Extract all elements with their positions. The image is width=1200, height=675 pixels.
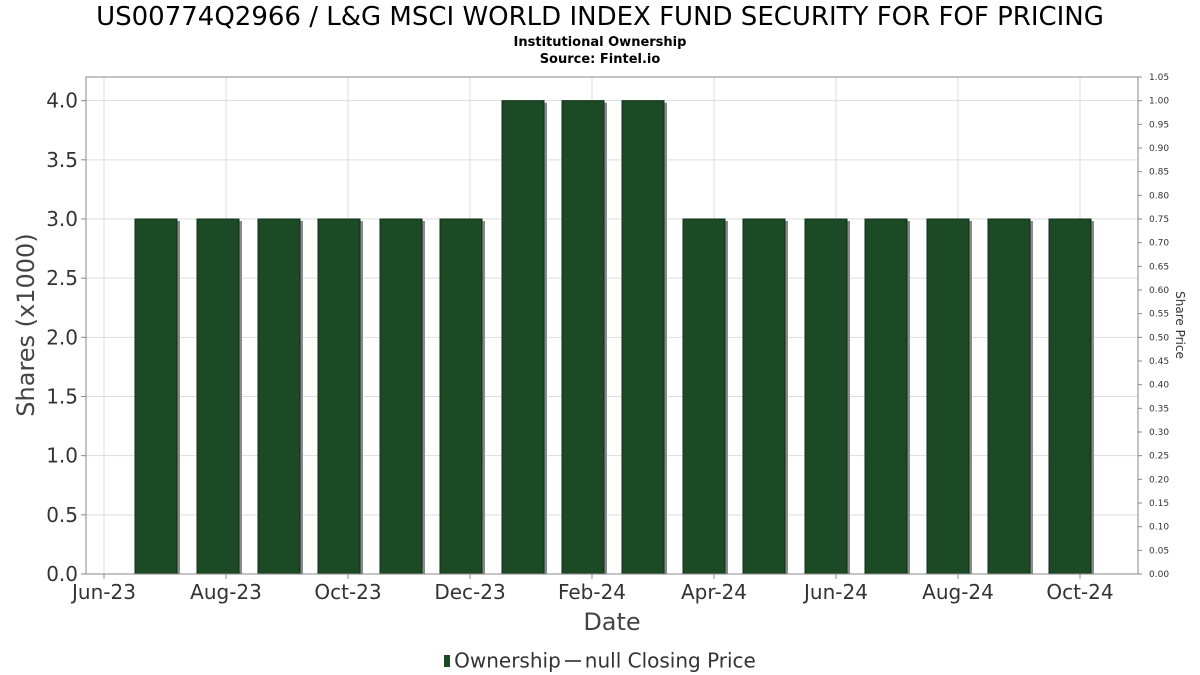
- ownership-bar: [257, 218, 301, 575]
- y2-tick-label: 0.75: [1149, 215, 1169, 225]
- y-tick-label: 4.0: [46, 89, 78, 113]
- ownership-bar: [196, 218, 240, 575]
- y2-tick-label: 0.60: [1149, 286, 1169, 296]
- ownership-bar: [926, 218, 970, 575]
- ownership-legend-swatch: [444, 654, 451, 667]
- y2-tick-label: 0.35: [1149, 404, 1169, 414]
- y2-tick-label: 0.05: [1149, 546, 1169, 556]
- ownership-bar: [1048, 218, 1092, 575]
- x-axis-ticks: Jun-23 Aug-23 Oct-23 Dec-23 Feb-24 Apr-24 Jun-…: [70, 574, 1114, 604]
- y2-tick-label: 0.45: [1149, 357, 1169, 367]
- ownership-bar: [987, 218, 1031, 575]
- bars: [134, 100, 1094, 575]
- y2-tick-label: 0.65: [1149, 262, 1169, 272]
- y2-tick-label: 0.85: [1149, 168, 1169, 178]
- y2-axis-ticks: 0.00 0.05 0.10 0.15 0.20 0.25 0.30 0.35 0.40 0.45…: [1138, 73, 1169, 580]
- y2-tick-label: 0.30: [1149, 428, 1169, 438]
- chart-source: Source: Fintel.io: [539, 52, 661, 67]
- y2-tick-label: 0.90: [1149, 144, 1169, 154]
- y-tick-label: 1.0: [46, 444, 78, 468]
- y2-tick-label: 0.25: [1149, 452, 1169, 462]
- ownership-bar: [864, 218, 908, 575]
- ownership-bar: [682, 218, 726, 575]
- x-tick-label: Apr-24: [681, 580, 747, 604]
- y2-tick-label: 0.70: [1149, 239, 1169, 249]
- y2-tick-label: 0.15: [1149, 499, 1169, 509]
- ownership-bar: [804, 218, 848, 575]
- plot-frame: [85, 76, 1139, 575]
- y2-tick-label: 0.55: [1149, 310, 1169, 320]
- ownership-bar: [317, 218, 361, 575]
- y2-tick-label: 1.05: [1149, 73, 1169, 83]
- x-axis-label: Date: [583, 608, 640, 636]
- legend: Ownership null Closing Price: [0, 647, 1200, 673]
- chart-subtitle: Institutional Ownership: [513, 35, 687, 50]
- y2-tick-label: 0.10: [1149, 523, 1169, 533]
- chart-title: US00774Q2966 / L&G MSCI WORLD INDEX FUND…: [96, 2, 1104, 32]
- y2-axis-label: Share Price: [1173, 291, 1187, 359]
- ownership-bar: [439, 218, 483, 575]
- legend-price-label: null Closing Price: [584, 648, 756, 673]
- price-legend-line: [564, 659, 581, 662]
- grid: [86, 77, 1138, 575]
- ownership-bar: [561, 100, 605, 575]
- x-tick-label: Aug-24: [922, 580, 994, 604]
- ownership-bar: [134, 218, 178, 575]
- x-tick-label: Dec-23: [434, 580, 505, 604]
- y2-tick-label: 0.00: [1149, 570, 1169, 580]
- x-tick-label: Feb-24: [558, 580, 626, 604]
- y-tick-label: 2.0: [46, 325, 78, 349]
- y-tick-label: 3.5: [46, 148, 78, 172]
- y-axis-label: Shares (x1000): [12, 233, 40, 416]
- y2-tick-label: 0.20: [1149, 475, 1169, 485]
- ownership-bar: [742, 218, 786, 575]
- x-tick-label: Oct-24: [1046, 580, 1113, 604]
- x-tick-label: Oct-23: [314, 580, 381, 604]
- y2-tick-label: 0.40: [1149, 381, 1169, 391]
- y-tick-label: 3.0: [46, 207, 78, 231]
- y2-tick-label: 1.00: [1149, 97, 1169, 107]
- x-tick-label: Jun-23: [70, 580, 136, 604]
- ownership-bar: [379, 218, 423, 575]
- legend-ownership-label: Ownership: [454, 648, 561, 673]
- ownership-bar: [621, 100, 665, 575]
- x-tick-label: Jun-24: [802, 580, 868, 604]
- x-tick-label: Aug-23: [190, 580, 262, 604]
- y2-tick-label: 0.50: [1149, 333, 1169, 343]
- y-tick-label: 2.5: [46, 266, 78, 290]
- y-tick-label: 0.0: [46, 562, 78, 586]
- ownership-bar: [501, 100, 545, 575]
- y2-tick-label: 0.80: [1149, 191, 1169, 201]
- y-axis-ticks: 0.0 0.5 1.0 1.5 2.0 2.5 3.0 3.5 4.0: [46, 89, 86, 586]
- y-tick-label: 1.5: [46, 385, 78, 409]
- y-tick-label: 0.5: [46, 503, 78, 527]
- y2-tick-label: 0.95: [1149, 120, 1169, 130]
